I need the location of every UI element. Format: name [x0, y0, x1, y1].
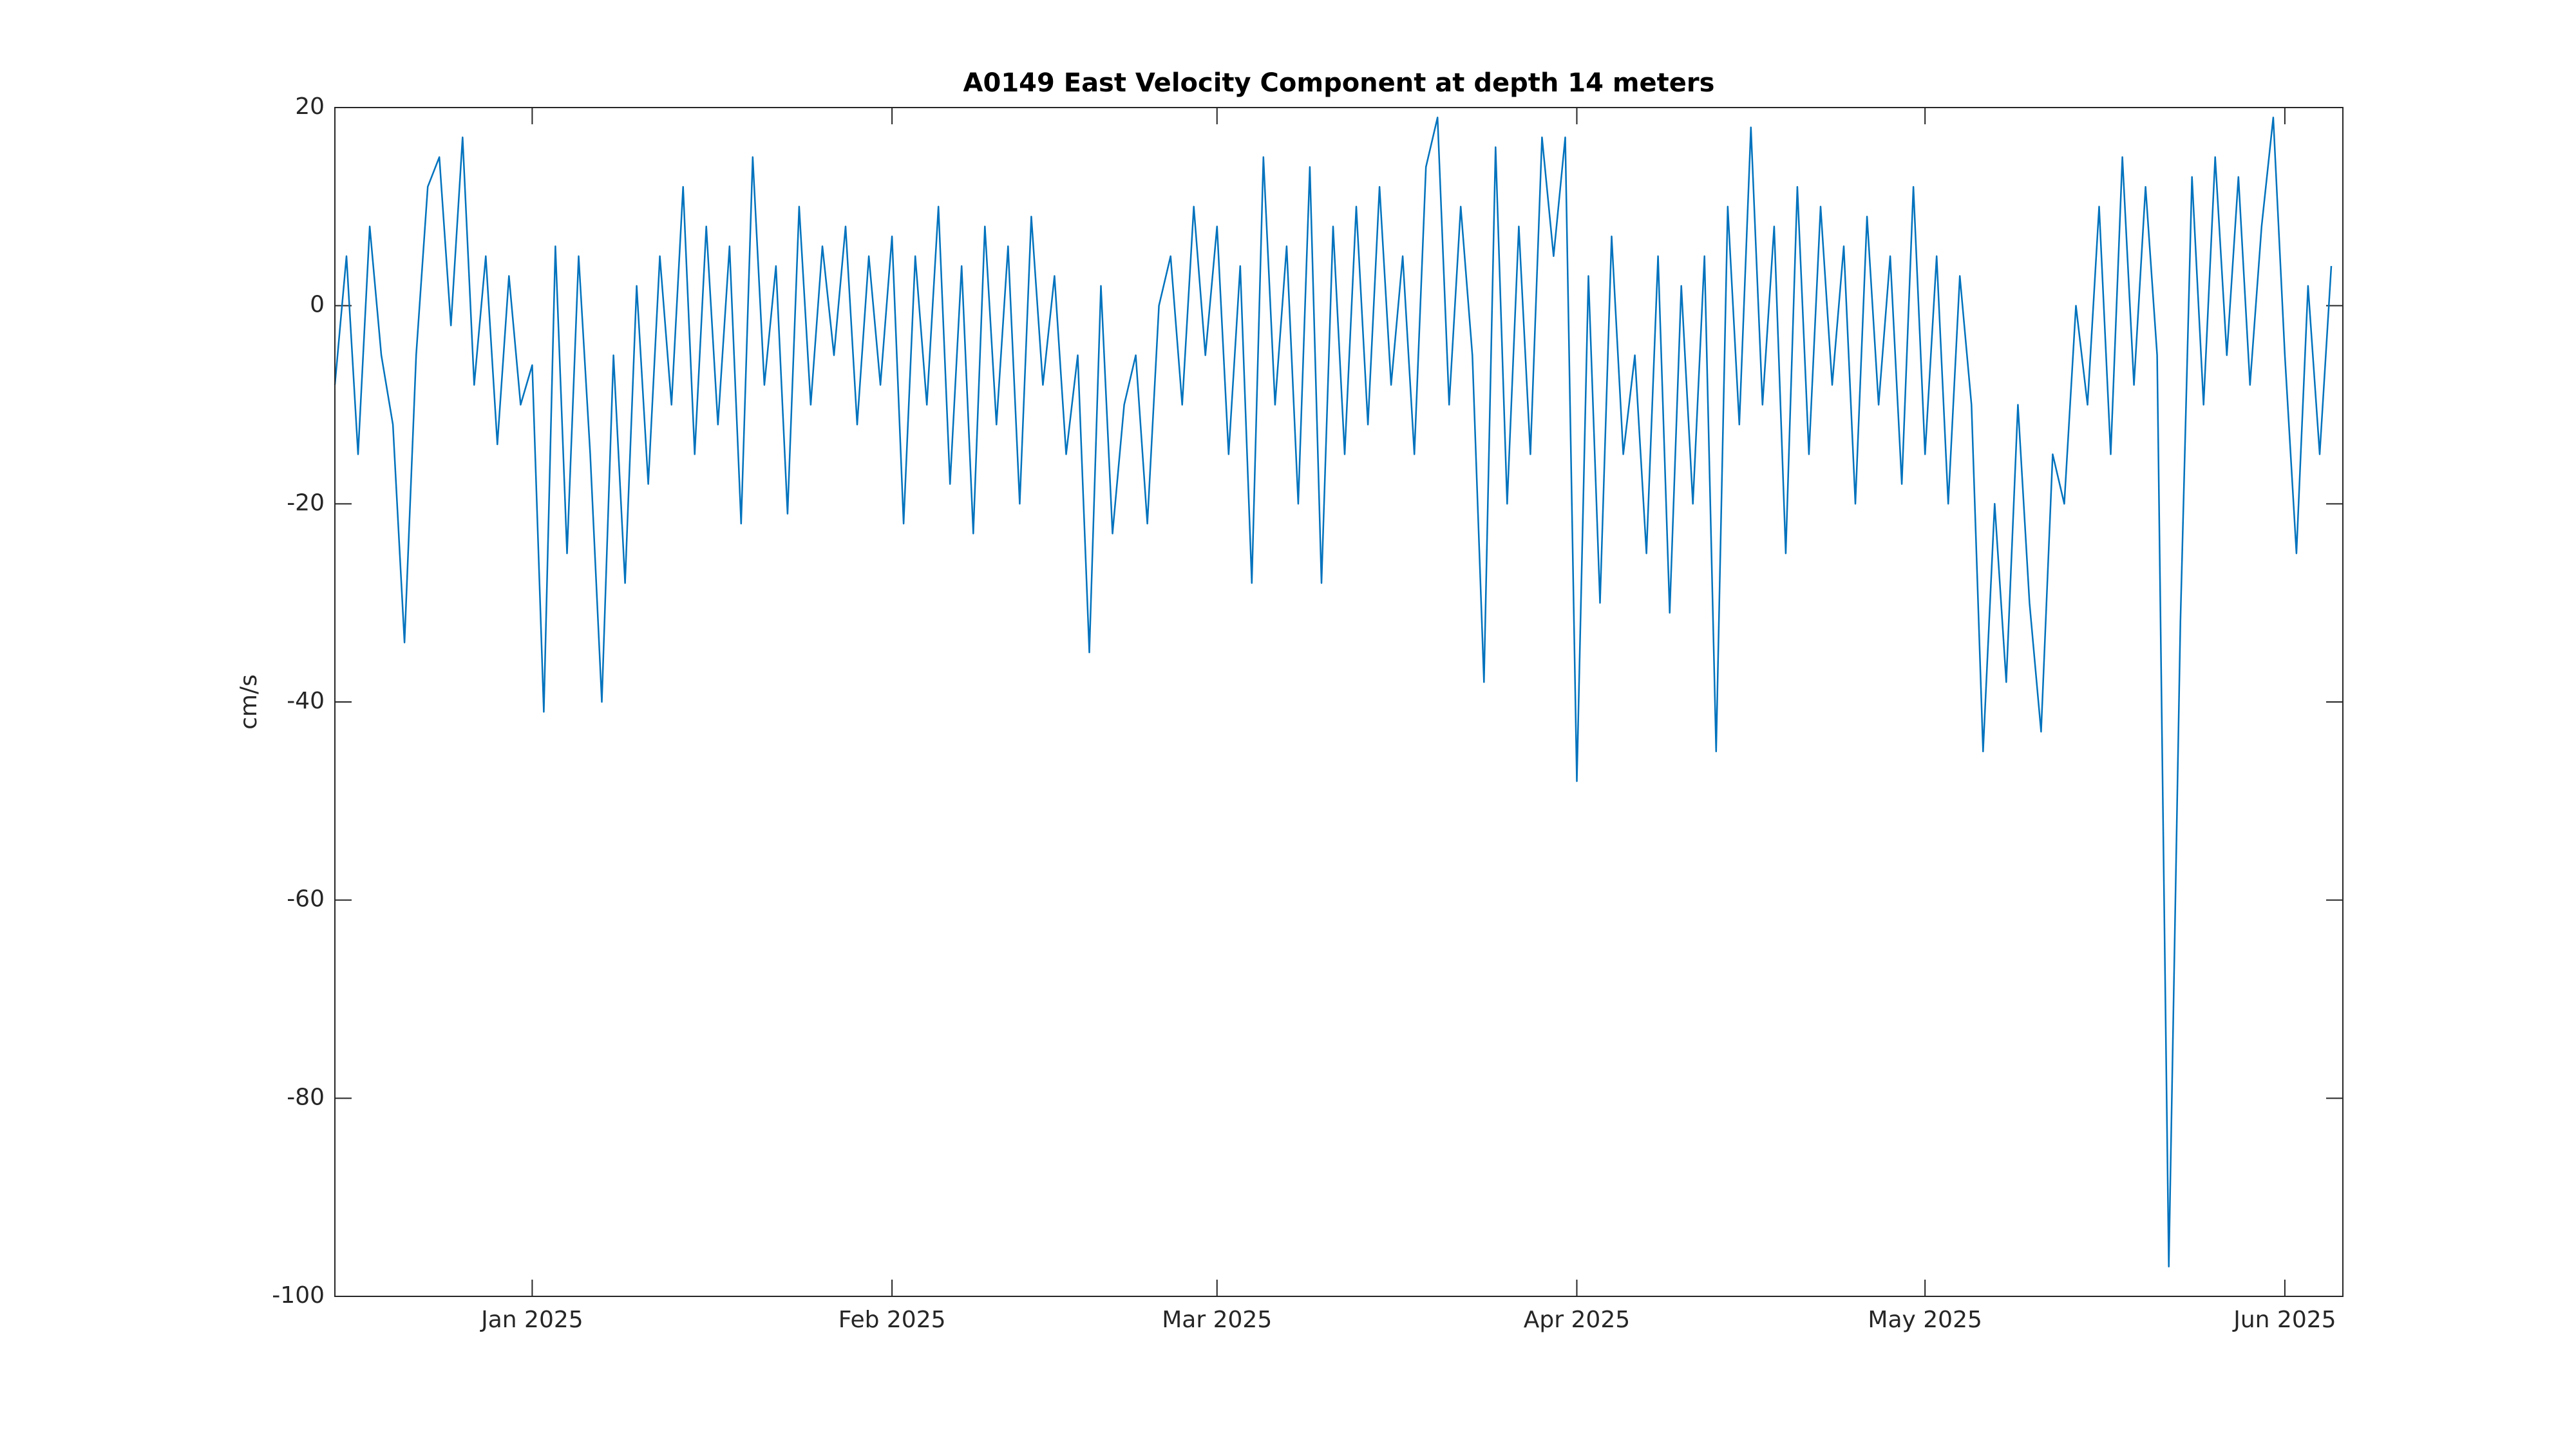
- y-tick-label: -100: [272, 1282, 325, 1309]
- x-tick-label: Mar 2025: [1162, 1307, 1272, 1333]
- y-axis-label: cm/s: [236, 674, 262, 730]
- y-tick-label: -20: [287, 489, 325, 516]
- y-tick-label: -60: [287, 886, 325, 913]
- data-line: [334, 117, 2333, 1268]
- x-tick-label: Apr 2025: [1524, 1307, 1630, 1333]
- x-tick-label: Feb 2025: [838, 1307, 946, 1333]
- x-tick-label: Jan 2025: [480, 1307, 583, 1333]
- y-tick-label: -40: [287, 688, 325, 714]
- y-tick-label: -80: [287, 1084, 325, 1110]
- x-tick-label: May 2025: [1868, 1307, 1982, 1333]
- chart-title: A0149 East Velocity Component at depth 1…: [963, 68, 1715, 98]
- axes-box: [334, 107, 2344, 1297]
- x-tick-label: Jun 2025: [2232, 1307, 2336, 1333]
- y-tick-label: 20: [295, 93, 325, 120]
- y-tick-label: 0: [310, 292, 325, 318]
